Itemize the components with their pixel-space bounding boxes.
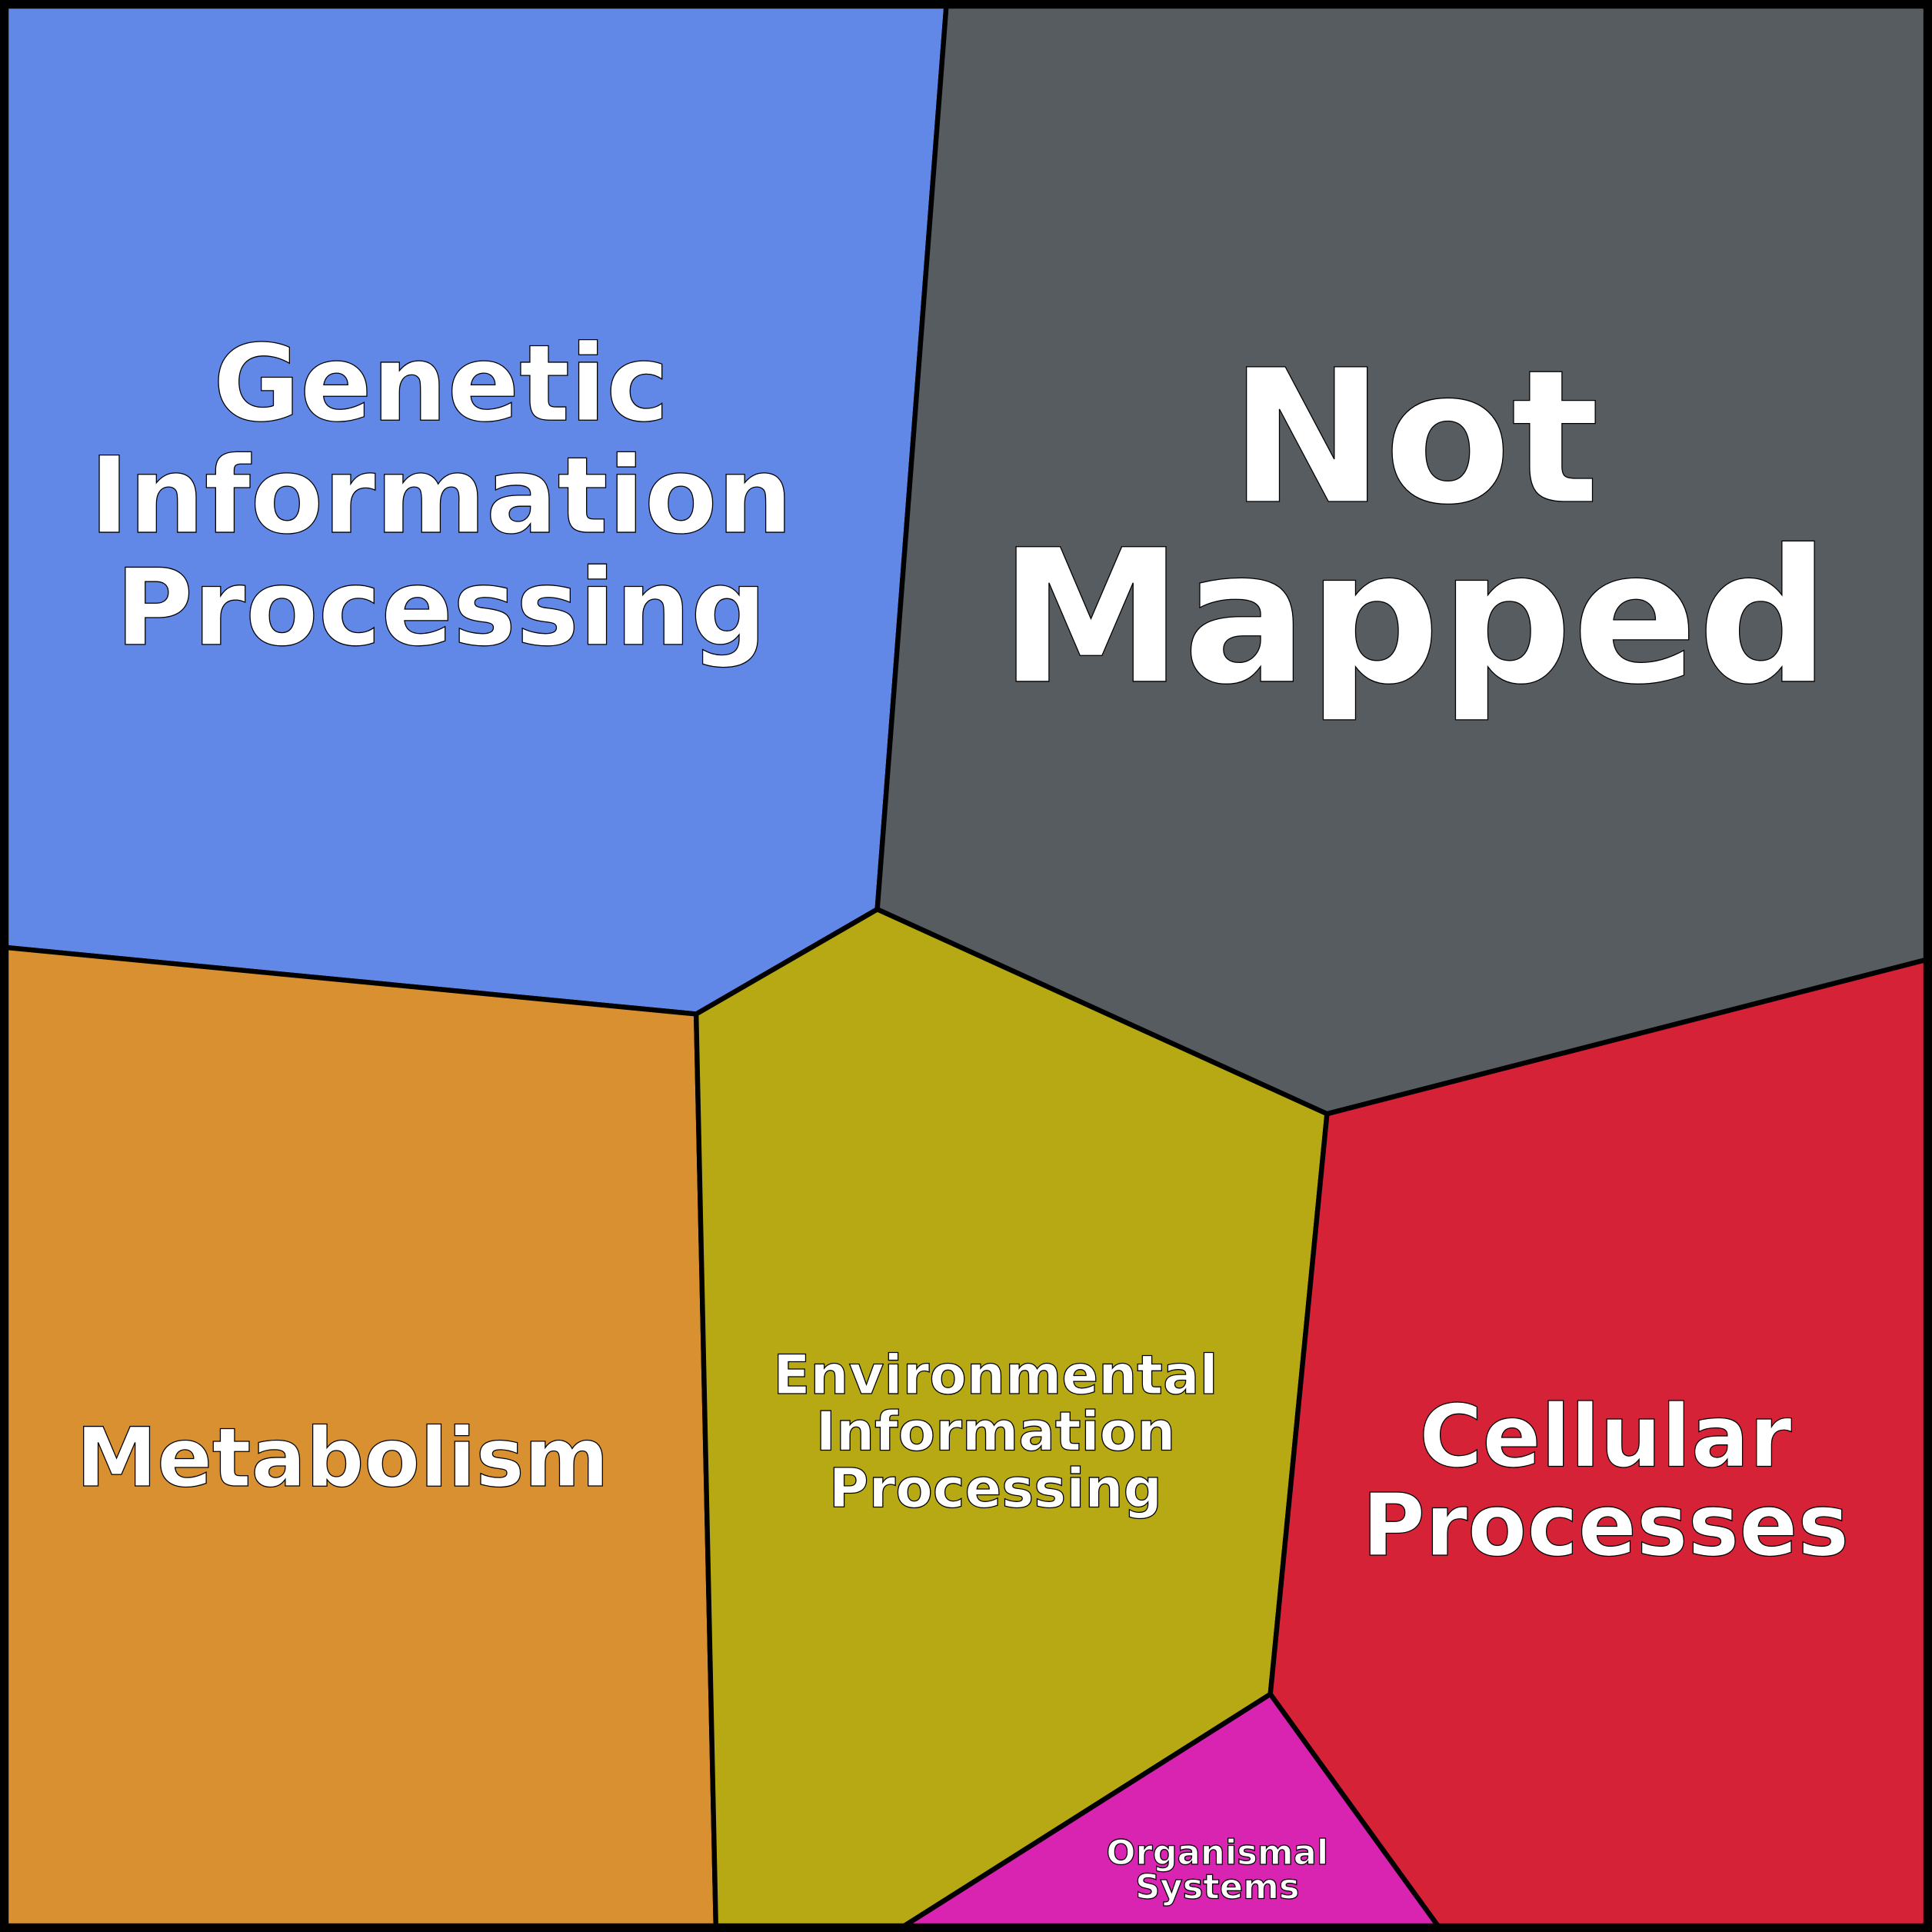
label-organismal-systems: Organismal Systems	[1106, 1832, 1328, 1907]
label-line: Information	[816, 1401, 1176, 1464]
label-environmental-information-processing: Environmental Information Processing	[773, 1344, 1218, 1520]
label-line: Processing	[115, 547, 767, 670]
label-line: Cellular	[1419, 1387, 1791, 1487]
label-line: Organismal	[1106, 1832, 1328, 1873]
label-cellular-processes: Cellular Processes	[1362, 1387, 1849, 1575]
label-genetic-information-processing: Genetic Information Processing	[89, 322, 792, 670]
label-not-mapped: Not Mapped	[999, 330, 1830, 725]
label-line: Genetic	[213, 322, 669, 445]
label-line: Information	[89, 435, 792, 558]
label-line: Processing	[829, 1457, 1162, 1520]
label-line: Mapped	[999, 510, 1830, 725]
label-line: Processes	[1362, 1476, 1849, 1576]
label-line: Environmental	[773, 1344, 1218, 1407]
label-line: Systems	[1135, 1867, 1300, 1907]
label-line: Not	[1230, 330, 1600, 545]
label-line: Metabolism	[76, 1411, 609, 1505]
label-metabolism: Metabolism	[76, 1411, 609, 1505]
